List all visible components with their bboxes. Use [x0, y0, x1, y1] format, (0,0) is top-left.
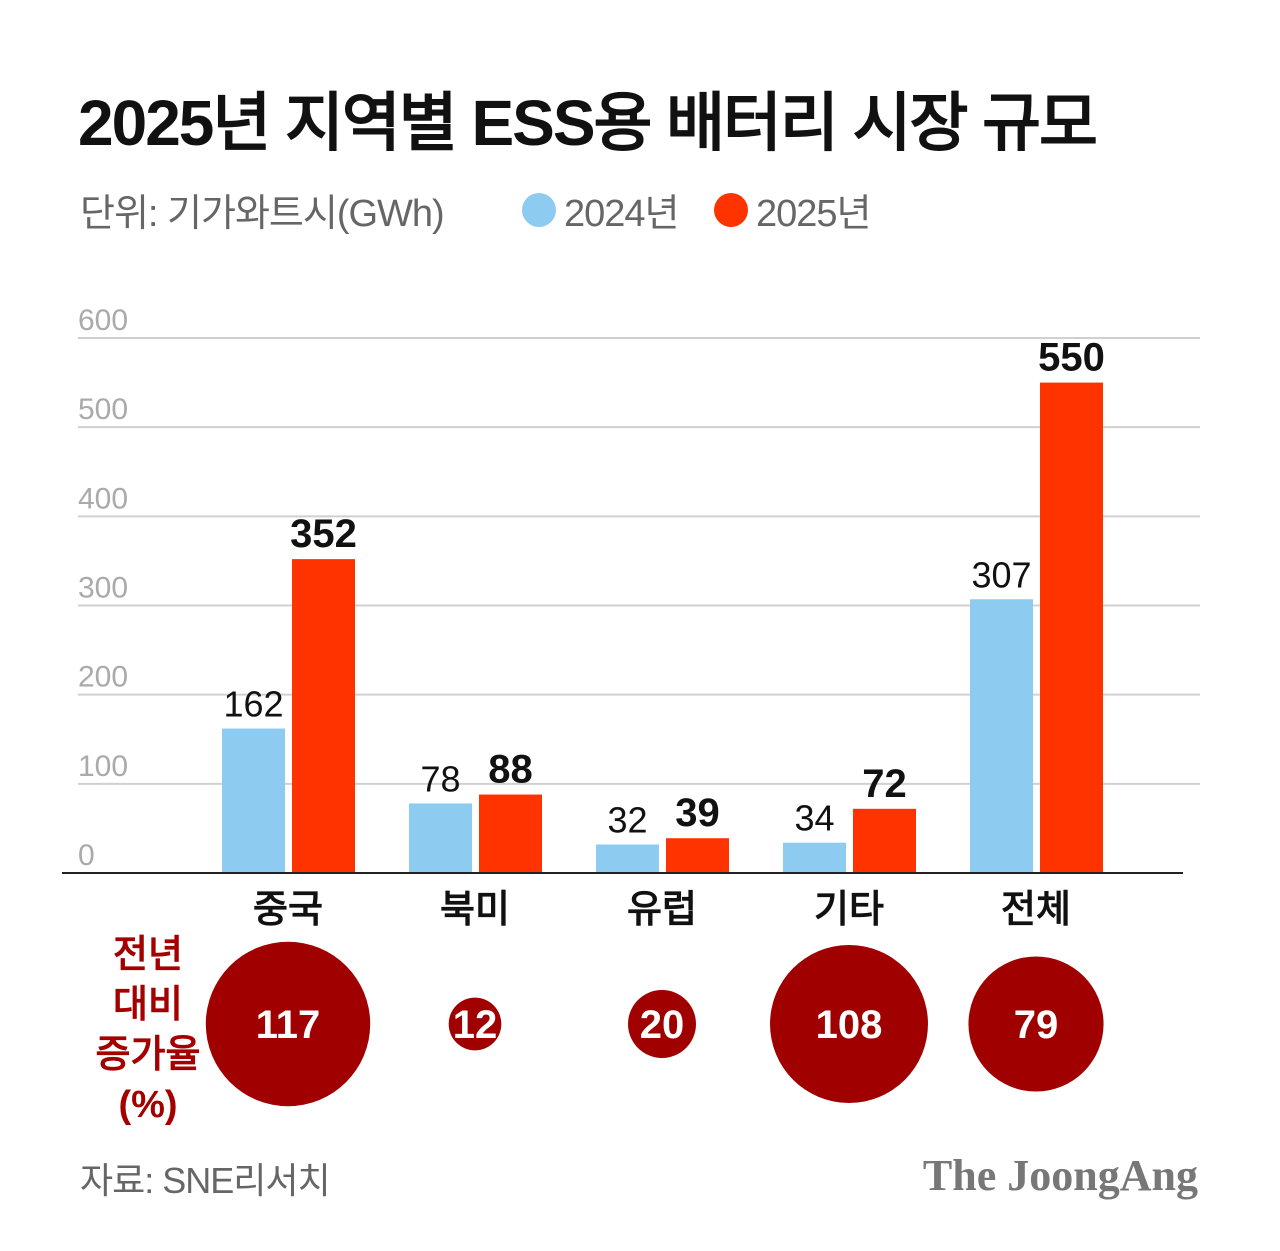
growth-label-line: 전년: [113, 934, 183, 976]
growth-value: 108: [816, 1003, 883, 1047]
data-label: 550: [1038, 336, 1105, 380]
growth-label: 전년 대비 증가율 (%): [90, 930, 206, 1130]
growth-bubble: [448, 997, 502, 1051]
bar-2025: [666, 838, 729, 873]
data-label: 32: [607, 799, 647, 840]
growth-label-line: 대비: [113, 984, 183, 1026]
data-label: 88: [488, 748, 533, 792]
data-label: 39: [675, 791, 720, 835]
y-tick-label: 200: [78, 661, 128, 694]
bar-2024: [222, 728, 285, 873]
unit-label: 단위: 기가와트시(GWh): [80, 193, 445, 235]
source-note: 자료: SNE리서치: [80, 1160, 331, 1201]
x-tick-label: 전체: [1001, 889, 1071, 931]
data-label: 34: [794, 798, 834, 839]
growth-label-line: (%): [118, 1084, 178, 1126]
bar-2024: [409, 803, 472, 873]
y-tick-label: 400: [78, 482, 128, 515]
growth-value: 117: [256, 1003, 321, 1047]
publisher-logo: The JoongAng: [922, 1151, 1198, 1200]
legend-2025: 2025년: [714, 182, 871, 237]
growth-value: 79: [1014, 1003, 1059, 1047]
legend-2024: 2024년: [522, 182, 679, 237]
x-tick-label: 유럽: [627, 889, 697, 931]
legend-swatch-2024: [522, 192, 556, 227]
data-label: 162: [223, 684, 283, 725]
bar-2024: [783, 842, 846, 873]
y-tick-label: 0: [78, 839, 95, 872]
growth-bubble: [770, 945, 928, 1103]
bar-2025: [1040, 382, 1103, 873]
growth-bubble: [628, 990, 696, 1058]
data-label: 352: [290, 512, 357, 556]
data-label: 307: [971, 554, 1031, 595]
growth-value: 12: [453, 1003, 498, 1047]
x-tick-label: 북미: [440, 889, 510, 931]
legend-swatch-2025: [714, 192, 748, 227]
y-tick-label: 100: [78, 750, 128, 783]
bar-2025: [853, 808, 916, 873]
data-label: 72: [862, 762, 907, 806]
chart-title: 2025년 지역별 ESS용 배터리 시장 규모: [78, 87, 1098, 159]
legend-label-2025: 2025년: [756, 193, 871, 235]
growth-bubble: [968, 956, 1104, 1092]
y-tick-label: 500: [78, 393, 128, 426]
bar-2025: [479, 794, 542, 873]
data-label: 78: [420, 758, 460, 799]
x-tick-label: 기타: [814, 889, 884, 931]
bar-2024: [596, 844, 659, 873]
y-tick-label: 600: [78, 304, 128, 337]
legend-label-2024: 2024년: [564, 193, 679, 235]
growth-bubble: [205, 941, 371, 1107]
growth-label-line: 증가율: [95, 1034, 201, 1076]
x-tick-label: 중국: [253, 889, 323, 931]
y-tick-label: 300: [78, 572, 128, 605]
bar-2024: [970, 599, 1033, 873]
growth-value: 20: [640, 1003, 685, 1047]
bar-2025: [292, 559, 355, 873]
